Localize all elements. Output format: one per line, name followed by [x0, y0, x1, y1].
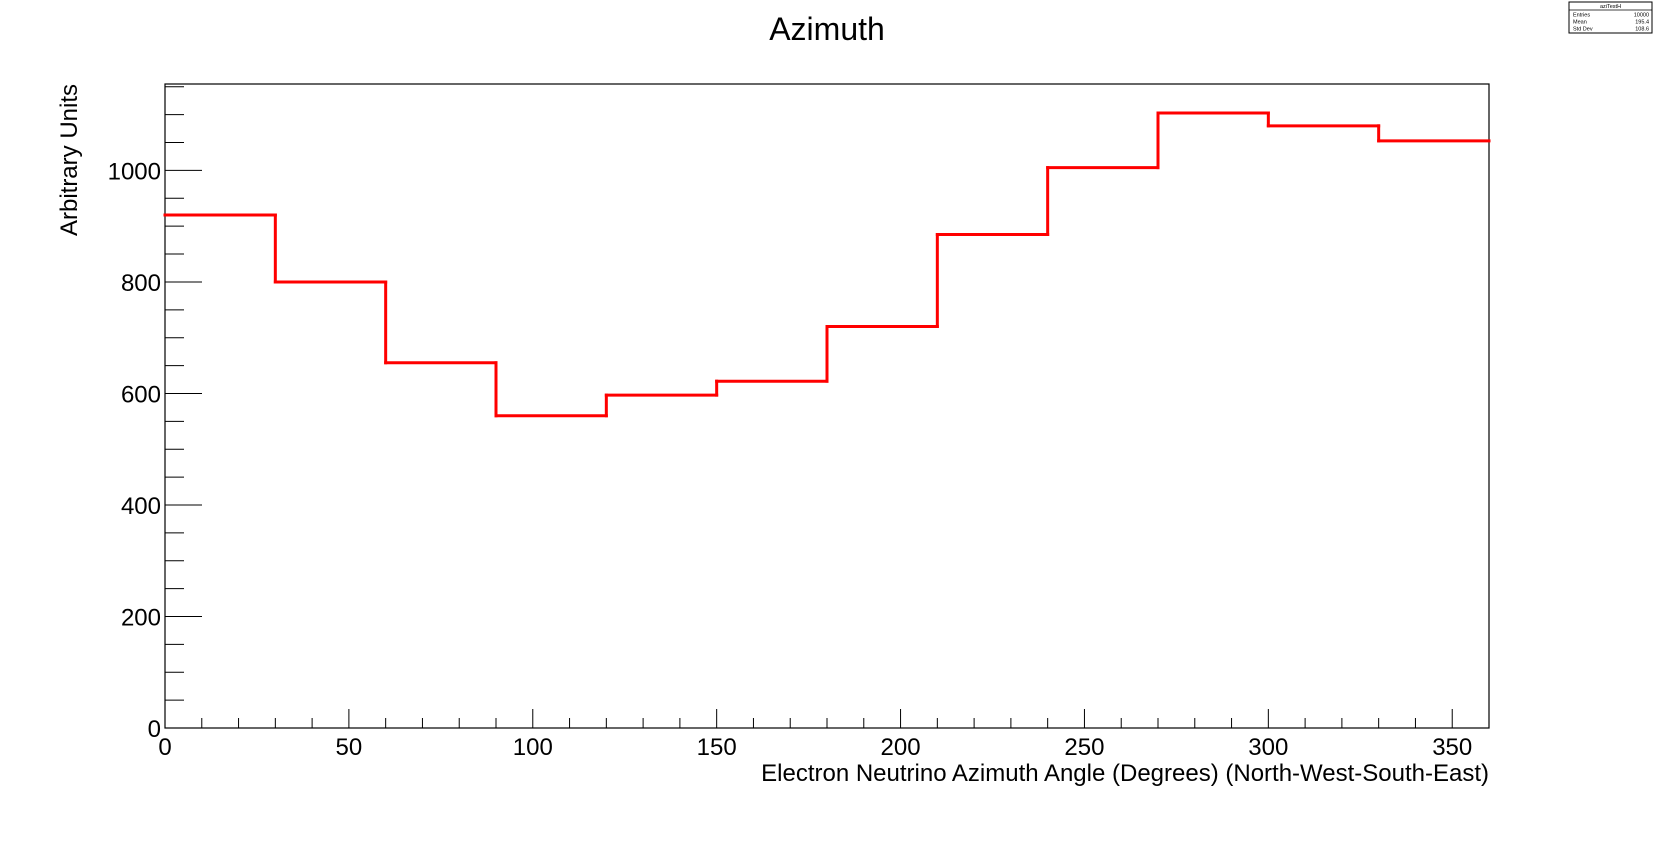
x-tick-label: 350 — [1432, 734, 1472, 761]
stats-mean-value: 195.4 — [1635, 20, 1649, 26]
stats-stddev-label: Std Dev — [1573, 27, 1593, 33]
stats-box: aziTestH Entries 10000 Mean 195.4 Std De… — [1568, 1, 1653, 34]
y-tick-label: 400 — [121, 493, 161, 520]
y-tick-label: 800 — [121, 270, 161, 297]
plot-frame — [164, 83, 1490, 729]
y-axis-title: Arbitrary Units — [56, 84, 83, 236]
chart-title: Azimuth — [769, 11, 885, 47]
stats-stddev-value: 108.6 — [1635, 27, 1649, 33]
x-axis-title: Electron Neutrino Azimuth Angle (Degrees… — [761, 760, 1489, 787]
stats-box-frame — [1568, 1, 1653, 34]
stats-mean-label: Mean — [1573, 20, 1587, 26]
y-tick-label: 600 — [121, 381, 161, 408]
y-axis-tick-labels: 0 200 400 600 800 1000 — [108, 158, 161, 743]
x-tick-label: 200 — [881, 734, 921, 761]
x-tick-label: 100 — [513, 734, 553, 761]
x-tick-label: 250 — [1064, 734, 1104, 761]
x-tick-label: 150 — [697, 734, 737, 761]
histogram-bins — [163, 111, 1491, 418]
x-tick-label: 0 — [158, 734, 171, 761]
stats-entries-value: 10000 — [1634, 13, 1649, 19]
stats-box-name: aziTestH — [1600, 4, 1621, 10]
y-tick-label: 200 — [121, 604, 161, 631]
stats-entries-label: Entries — [1573, 13, 1590, 19]
x-tick-label: 50 — [336, 734, 363, 761]
y-tick-label: 0 — [148, 716, 161, 743]
y-axis-ticks — [165, 86, 202, 729]
y-tick-label: 1000 — [108, 158, 161, 185]
x-tick-label: 300 — [1248, 734, 1288, 761]
x-axis-tick-labels: 0 50 100 150 200 250 300 350 — [158, 734, 1472, 761]
x-axis-ticks — [164, 709, 1490, 728]
